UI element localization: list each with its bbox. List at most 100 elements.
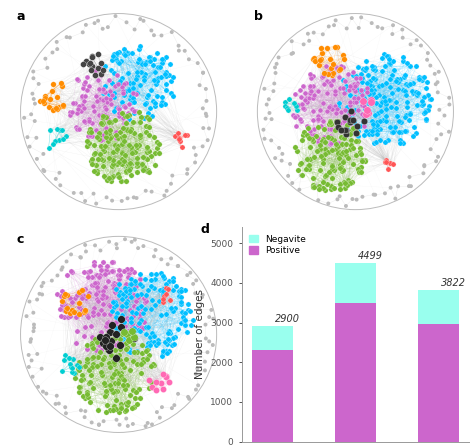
Point [331, 90, 338, 97]
Point [433, 136, 440, 143]
Point [146, 351, 153, 359]
Point [94, 17, 102, 24]
Point [391, 66, 398, 74]
Point [292, 103, 300, 110]
Point [115, 351, 122, 358]
Point [386, 124, 393, 131]
Point [132, 141, 140, 148]
Point [309, 94, 316, 101]
Point [152, 301, 159, 308]
Point [137, 43, 144, 50]
Point [396, 140, 403, 147]
Point [130, 285, 137, 293]
Point [102, 266, 109, 273]
Point [116, 292, 123, 299]
Point [145, 384, 153, 391]
Point [46, 103, 53, 110]
Point [369, 90, 377, 97]
Point [54, 272, 61, 279]
Point [400, 140, 407, 147]
Point [162, 87, 170, 94]
Point [78, 190, 85, 197]
Point [98, 121, 106, 128]
Point [159, 56, 167, 63]
Point [67, 251, 75, 258]
Point [202, 85, 210, 92]
Point [85, 140, 93, 147]
Point [144, 287, 151, 294]
Point [343, 128, 350, 136]
Point [115, 338, 122, 345]
Text: 2900: 2900 [275, 314, 300, 324]
Point [120, 295, 128, 302]
Point [307, 85, 314, 92]
Point [375, 91, 383, 99]
Point [146, 53, 153, 60]
Point [138, 342, 146, 349]
Point [95, 354, 102, 361]
Point [305, 37, 313, 44]
Point [349, 84, 357, 91]
Point [121, 113, 128, 120]
Point [64, 271, 71, 278]
Point [134, 326, 142, 334]
Point [303, 122, 310, 129]
Point [388, 71, 396, 78]
Point [94, 156, 102, 163]
Point [100, 417, 108, 425]
Point [40, 150, 47, 157]
Point [355, 63, 362, 70]
Point [27, 335, 35, 343]
Point [56, 182, 64, 189]
Point [141, 306, 149, 313]
Point [417, 42, 425, 49]
Point [110, 69, 118, 76]
Point [143, 129, 150, 136]
Point [144, 355, 151, 362]
Point [121, 152, 128, 159]
Point [104, 138, 111, 145]
Point [131, 279, 138, 286]
Point [82, 198, 89, 205]
Point [337, 127, 345, 134]
Point [183, 132, 191, 139]
Point [134, 244, 142, 252]
Point [36, 290, 43, 297]
Point [95, 332, 103, 339]
Point [372, 138, 380, 145]
Point [422, 107, 429, 114]
Point [152, 246, 159, 253]
Point [366, 128, 374, 135]
Point [386, 159, 394, 166]
Point [97, 263, 104, 270]
Point [84, 314, 92, 321]
Point [151, 77, 158, 84]
Point [53, 38, 61, 45]
Point [324, 70, 332, 77]
Point [133, 194, 140, 202]
Point [367, 96, 375, 103]
Point [124, 399, 132, 406]
Bar [335, 303, 376, 442]
Point [191, 290, 199, 297]
Point [199, 69, 207, 76]
Point [378, 67, 386, 74]
Point [58, 301, 66, 309]
Point [100, 380, 108, 387]
Point [350, 99, 357, 106]
Point [49, 49, 56, 56]
Point [71, 295, 79, 302]
Point [89, 156, 96, 163]
Point [117, 80, 125, 87]
Point [428, 95, 435, 103]
Point [334, 124, 341, 131]
Point [336, 193, 343, 200]
Point [101, 174, 109, 181]
Point [174, 129, 182, 136]
Point [81, 363, 89, 370]
Point [153, 92, 160, 99]
Point [326, 55, 334, 62]
Point [164, 336, 172, 343]
Point [109, 268, 117, 275]
Bar [252, 326, 293, 350]
